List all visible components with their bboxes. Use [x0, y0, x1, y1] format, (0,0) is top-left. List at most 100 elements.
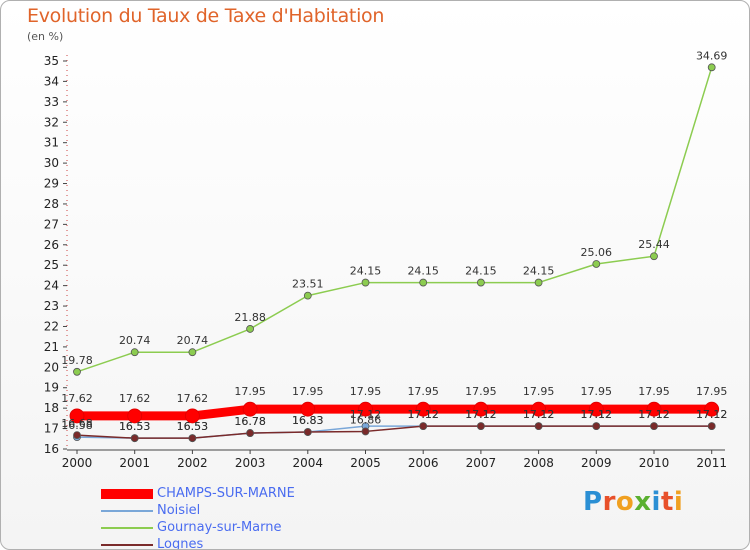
data-point [707, 63, 716, 72]
y-tick-label: 31 [44, 136, 59, 150]
data-point [592, 422, 601, 431]
data-label: 20.74 [177, 334, 209, 347]
data-point [707, 422, 716, 431]
data-label: 16.53 [119, 420, 151, 433]
data-label: 17.95 [407, 385, 439, 398]
data-point [419, 422, 428, 431]
logo-letter: x [634, 487, 652, 517]
data-label: 20.74 [119, 334, 151, 347]
y-tick-label: 22 [44, 319, 59, 333]
data-point [476, 422, 485, 431]
logo-letter: i [651, 487, 661, 517]
data-label: 24.15 [407, 265, 439, 278]
data-point [242, 401, 258, 417]
data-point [127, 408, 143, 424]
legend-swatch [101, 526, 153, 529]
data-label: 17.95 [465, 385, 497, 398]
unit-label: (en %) [27, 30, 64, 43]
data-point [246, 325, 255, 333]
data-label: 17.95 [234, 385, 266, 398]
data-label: 23.51 [292, 278, 324, 291]
series-line-CHAMPS-SUR-MARNE [77, 404, 712, 421]
data-label: 17.12 [696, 408, 728, 421]
x-tick-label: 2001 [119, 456, 150, 470]
logo-letter: r [602, 487, 616, 517]
data-label: 17.12 [465, 408, 497, 421]
data-label: 16.86 [350, 413, 382, 426]
legend-item: Gournay-sur-Marne [101, 519, 295, 536]
data-point [704, 401, 720, 417]
data-point [303, 291, 312, 300]
data-label: 17.62 [119, 392, 151, 405]
legend-item: CHAMPS-SUR-MARNE [101, 485, 295, 502]
data-label: 16.53 [177, 420, 209, 433]
data-label: 16.68 [61, 417, 93, 430]
legend-item: Noisiel [101, 502, 295, 519]
data-label: 17.12 [350, 408, 382, 421]
data-label: 25.06 [581, 246, 613, 259]
data-point [415, 401, 431, 417]
data-point [303, 428, 312, 436]
data-point [358, 401, 373, 417]
y-tick-label: 30 [44, 156, 59, 170]
data-label: 21.88 [234, 311, 266, 324]
data-label: 17.12 [407, 408, 439, 421]
data-label: 24.15 [350, 265, 382, 278]
chart-title: Evolution du Taux de Taxe d'Habitation [27, 5, 385, 27]
legend-swatch [101, 509, 153, 512]
legend-swatch [101, 488, 153, 499]
y-tick-label: 20 [44, 360, 59, 374]
data-label: 25.44 [638, 238, 670, 251]
data-label: 17.12 [696, 408, 728, 421]
data-label: 17.12 [581, 408, 613, 421]
data-label: 16.53 [119, 420, 151, 433]
data-point [69, 408, 85, 424]
data-label: 34.69 [696, 49, 728, 62]
legend-label: Gournay-sur-Marne [157, 520, 282, 535]
series-line-Noisiel [76, 425, 712, 439]
data-point [188, 434, 197, 443]
data-label: 17.12 [581, 408, 613, 421]
y-tick-label: 28 [44, 197, 59, 211]
data-point [361, 278, 370, 287]
legend: CHAMPS-SUR-MARNE Noisiel Gournay-sur-Marne… [101, 485, 295, 549]
data-label: 17.12 [523, 408, 555, 421]
data-label: 16.83 [292, 414, 324, 427]
data-label: 17.95 [350, 385, 382, 398]
y-tick-label: 23 [44, 299, 59, 313]
x-tick-label: 2005 [350, 456, 381, 470]
data-point [650, 252, 658, 261]
data-point [73, 367, 81, 376]
data-label: 17.12 [638, 408, 670, 421]
logo-letter: i [673, 487, 684, 517]
data-point [188, 348, 197, 357]
data-point [130, 348, 139, 357]
data-point [650, 422, 658, 431]
y-tick-label: 16 [44, 442, 59, 456]
data-label: 24.15 [523, 265, 555, 278]
data-point [534, 278, 543, 287]
y-tick-label: 21 [44, 340, 59, 354]
y-tick-label: 34 [44, 74, 59, 88]
x-tick-label: 2002 [177, 456, 208, 470]
logo-letter: P [583, 487, 603, 517]
x-tick-label: 2006 [408, 456, 439, 470]
x-tick-label: 2011 [696, 456, 727, 470]
y-tick-label: 33 [44, 95, 59, 109]
data-label: 17.95 [523, 385, 555, 398]
data-point [588, 401, 604, 417]
x-tick-label: 2008 [523, 456, 554, 470]
y-tick-label: 24 [44, 279, 59, 293]
data-label: 17.12 [523, 408, 555, 421]
proxiti-logo: Proxiti [583, 487, 683, 517]
data-point [361, 427, 370, 436]
data-label: 24.15 [465, 265, 497, 278]
data-label: 16.78 [234, 415, 266, 428]
logo-letter: o [615, 487, 635, 517]
data-label: 19.78 [61, 354, 93, 367]
data-label: 16.58 [61, 419, 93, 432]
data-point [646, 401, 662, 417]
data-point [419, 278, 428, 287]
series-line-Lognes [76, 425, 712, 439]
